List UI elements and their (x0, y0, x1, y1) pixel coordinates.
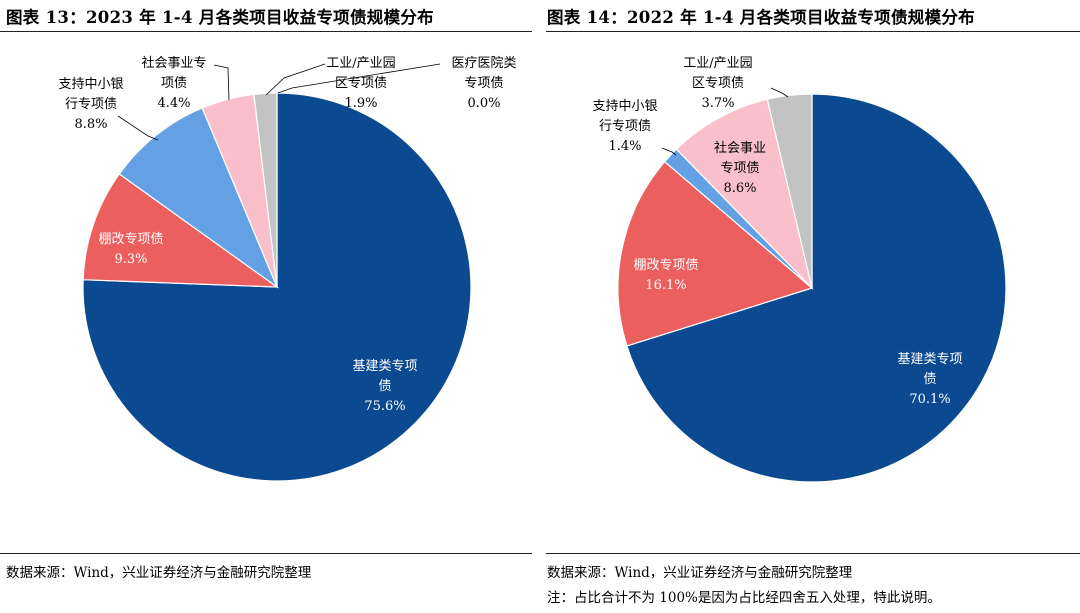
right-title-rule (546, 31, 1080, 32)
right-data-label-sme_bank: 支持中小银行专项债 1.4% (592, 99, 657, 154)
left-pie-chart: 基建类专项债 75.6% 棚改专项债 9.3% 支持中小银行专项债 8.8% 社会事业专项债… (58, 55, 517, 482)
left-leader-line-sme_bank (117, 115, 159, 141)
left-pie-slice-sme_bank (118, 107, 279, 289)
right-pie-slice-shantytown (617, 160, 814, 347)
left-leader-line-industrial (265, 63, 326, 96)
left-data-label-medical: 医疗医院类专项债 0.0% (451, 56, 516, 111)
left-leader-line-social (213, 64, 230, 101)
left-data-label-infrastructure: 基建类专项债 75.6% (352, 359, 417, 414)
left-source-note: 数据来源：Wind，兴业证券经济与金融研究院整理 (6, 565, 312, 581)
left-leader-line-medical (277, 63, 441, 94)
left-data-label-sme_bank: 支持中小银行专项债 8.8% (58, 77, 123, 132)
left-data-label-social: 社会事业专项债 4.4% (141, 55, 206, 111)
right-data-label-industrial: 工业/产业园区专项债 3.7% (683, 56, 752, 111)
right-pie-slice-industrial (766, 93, 813, 289)
right-leader-line-sme_bank (661, 147, 677, 156)
right-data-label-infrastructure: 基建类专项债 70.1% (897, 352, 962, 407)
right-data-label-shantytown: 棚改专项债 16.1% (633, 258, 698, 293)
left-data-label-shantytown: 棚改专项债 9.3% (98, 232, 163, 267)
left-pie-slice-infrastructure (82, 92, 472, 482)
right-pie-slice-infrastructure (626, 93, 1007, 483)
left-pie-slice-industrial (253, 92, 278, 288)
right-source-rule (546, 553, 1080, 554)
right-leader-line-industrial (770, 87, 789, 98)
right-chart-title: 图表 14：2022 年 1-4 月各类项目收益专项债规模分布 (547, 8, 975, 27)
left-title-rule (0, 31, 532, 32)
right-footnote: 注：占比合计不为 100%是因为占比经四舍五入处理，特此说明。 (547, 590, 941, 606)
left-source-rule (0, 553, 532, 554)
left-chart-title: 图表 13：2023 年 1-4 月各类项目收益专项债规模分布 (6, 8, 434, 27)
left-data-label-industrial: 工业/产业园区专项债 1.9% (326, 56, 395, 111)
left-pie-slice-shantytown (82, 173, 279, 288)
right-data-label-social: 社会事业专项债 8.6% (714, 140, 766, 196)
right-source-note: 数据来源：Wind，兴业证券经济与金融研究院整理 (547, 565, 853, 581)
right-pie-chart: 基建类专项债 70.1% 棚改专项债 16.1% 支持中小银行专项债 1.4% 社会事业专项… (592, 56, 1007, 483)
